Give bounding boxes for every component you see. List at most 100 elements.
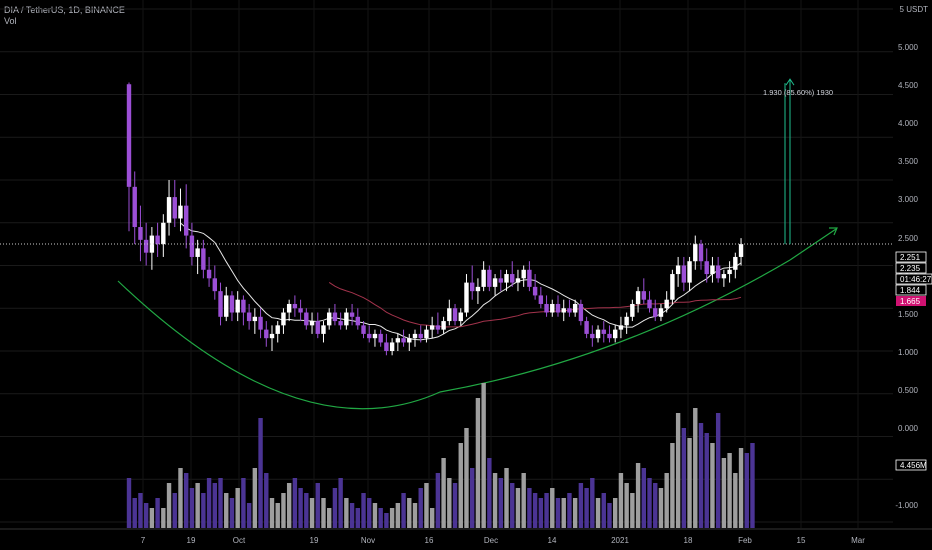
candle-body [235,299,240,313]
candle-body [670,274,675,300]
volume-bar [492,473,498,528]
volume-bar [264,473,269,528]
candle-body [607,333,612,339]
volume-bar [607,503,612,528]
volume-bar [510,483,515,528]
volume-bar [218,478,223,528]
candle-body [166,197,172,223]
volume-bar [601,493,606,528]
volume-bar [744,453,749,528]
volume-bar [281,493,286,528]
price-tag-label: 4.456M [900,461,927,470]
candle-body [435,325,441,330]
candle-body [635,291,641,304]
candle-body [544,303,549,313]
price-axis[interactable]: 5 USDT5.0004.5004.0003.5003.0002.5002.00… [895,5,928,510]
volume-bar [166,483,172,528]
volume-bar [361,493,366,528]
volume-bar [613,498,618,528]
price-tag-bg [895,273,932,285]
volume-bar [704,433,709,528]
candle-body [681,265,687,283]
volume-bar [201,493,206,528]
volume-bar [550,488,555,528]
candle-body [344,312,349,326]
candle-body [658,308,664,317]
candle-body [172,197,177,219]
volume-bar [258,418,263,528]
candle-body [327,312,332,326]
candle-body [710,265,715,275]
volume-bar [286,483,292,528]
candle-body [492,278,498,287]
volume-bar [727,453,732,528]
time-tick-label: Dec [484,536,498,545]
volume-bar [149,508,155,528]
time-tick-label: 2021 [611,536,629,545]
chart-title: DIA / TetherUS, 1D, BINANCE [4,5,125,15]
candle-body [721,274,727,279]
candle-body [184,205,189,236]
measure-arrowhead [785,78,795,86]
volume-bar [715,413,721,528]
volume-bar [424,483,429,528]
volume-bar [321,498,326,528]
candle-body [321,325,326,334]
volume-bar [418,488,423,528]
volume-bar [515,488,521,528]
candle-body [715,265,721,279]
time-tick-label: Oct [233,536,246,545]
candle-body [441,321,446,330]
candle-body [292,303,298,309]
candle-body [206,269,212,279]
price-tick-label: 4.000 [898,119,919,128]
volume-bar [269,498,275,528]
price-tick-label: -1.000 [895,501,918,510]
candle-body [618,325,624,330]
candle-body [143,239,149,253]
volume-bar [372,503,378,528]
candle-body [149,235,155,253]
candle-body [401,338,406,343]
volume-bar [229,498,235,528]
volume-bar [389,508,395,528]
candle-body [561,308,566,313]
volume-bar [309,498,315,528]
volume-bar [738,448,744,528]
volume-bar [618,473,624,528]
price-tick-label: 2.500 [898,234,919,243]
volume-bar [189,488,195,528]
volume-bar [178,468,183,528]
candle-body [189,235,195,257]
volume-bar [206,478,212,528]
candle-body [412,333,418,339]
volume-bar [750,443,755,528]
candle-body [532,286,538,296]
time-axis[interactable]: 7 19 Oct 19 Nov 16 Dec 14 2021 18 Feb 15 Mar [141,536,865,545]
candle-body [452,308,458,322]
candle-body [698,244,704,262]
volume-bar [561,498,566,528]
volume-bar [441,458,446,528]
volume-bar [470,468,475,528]
candle-body [264,329,269,339]
volume-bar [698,423,704,528]
volume-bar [435,473,441,528]
candle-body [590,333,595,339]
annotations: 1.930 (85.60%) 1930 [0,78,893,245]
volume-bar [184,473,189,528]
candle-body [572,303,578,313]
volume-bar [401,493,406,528]
volume-bar [275,503,280,528]
candle-body [733,256,738,270]
candle-body [498,278,503,283]
candle-body [487,269,492,287]
volume-bar [538,498,544,528]
candle-body [315,321,320,334]
volume-bar [670,443,675,528]
price-tag-label: 1.844 [900,286,921,295]
volume-bar [504,468,509,528]
candle-body [389,342,395,351]
volume-bar [481,383,486,528]
